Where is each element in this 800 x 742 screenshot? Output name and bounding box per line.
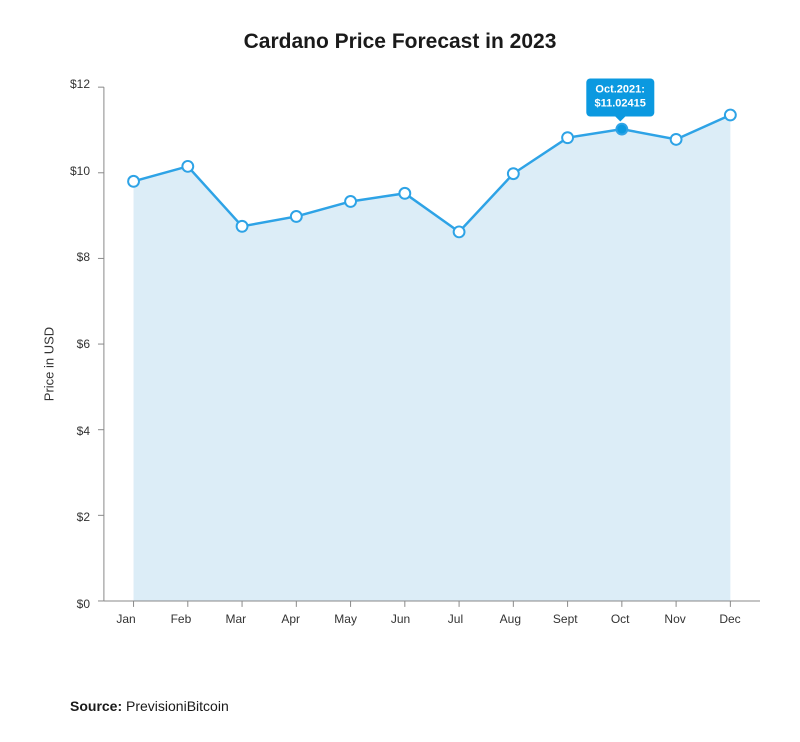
source-value: PrevisioniBitcoin bbox=[126, 698, 229, 714]
data-marker bbox=[399, 188, 410, 199]
x-tick-label: Sept bbox=[553, 612, 578, 626]
source-line: Source: PrevisioniBitcoin bbox=[70, 698, 229, 714]
x-tick-label: Jun bbox=[391, 612, 410, 626]
source-label: Source: bbox=[70, 698, 122, 714]
data-marker bbox=[454, 226, 465, 237]
x-tick-label: Jul bbox=[448, 612, 463, 626]
chart-wrap: Price in USD Oct.2021: $11.02415 $0 $2 $4 $… bbox=[40, 84, 760, 644]
data-marker bbox=[562, 132, 573, 143]
y-axis-label: Price in USD bbox=[42, 327, 57, 401]
data-marker bbox=[182, 161, 193, 172]
chart-svg bbox=[96, 84, 760, 614]
x-tick-label: Nov bbox=[664, 612, 685, 626]
x-tick-label: May bbox=[334, 612, 357, 626]
data-marker bbox=[291, 211, 302, 222]
plot-area bbox=[96, 84, 760, 604]
chart-title: Cardano Price Forecast in 2023 bbox=[20, 30, 780, 54]
x-tick-label: Oct bbox=[611, 612, 630, 626]
area-fill bbox=[134, 115, 731, 601]
y-tick-label: $6 bbox=[77, 337, 90, 351]
x-tick-label: Dec bbox=[719, 612, 740, 626]
y-tick-label: $12 bbox=[70, 77, 90, 91]
data-marker bbox=[671, 134, 682, 145]
y-tick-label: $8 bbox=[77, 250, 90, 264]
y-tick-label: $0 bbox=[77, 597, 90, 611]
x-tick-label: Mar bbox=[225, 612, 246, 626]
x-tick-label: Apr bbox=[281, 612, 300, 626]
data-marker bbox=[508, 168, 519, 179]
data-marker bbox=[128, 176, 139, 187]
data-marker bbox=[345, 196, 356, 207]
data-marker bbox=[237, 221, 248, 232]
x-tick-label: Aug bbox=[500, 612, 521, 626]
chart-container: Cardano Price Forecast in 2023 Price in … bbox=[0, 0, 800, 742]
x-tick-label: Feb bbox=[171, 612, 192, 626]
data-marker bbox=[616, 124, 627, 135]
data-tooltip: Oct.2021: $11.02415 bbox=[586, 79, 653, 117]
y-tick-label: $4 bbox=[77, 424, 90, 438]
y-tick-label: $10 bbox=[70, 164, 90, 178]
data-marker bbox=[725, 110, 736, 121]
x-tick-label: Jan bbox=[116, 612, 135, 626]
tooltip-line1: Oct.2021: bbox=[595, 84, 645, 96]
y-tick-label: $2 bbox=[77, 510, 90, 524]
tooltip-line2: $11.02415 bbox=[594, 98, 645, 110]
